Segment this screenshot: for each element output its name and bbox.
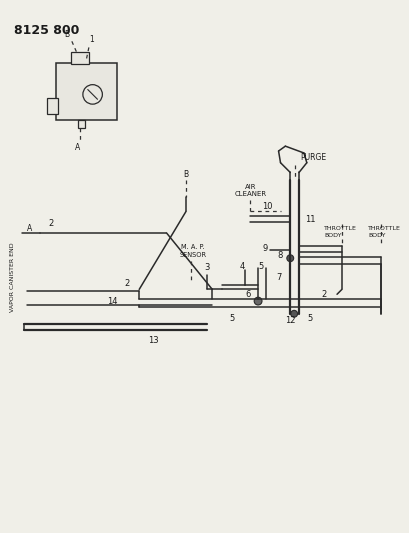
Text: 7: 7 — [275, 273, 281, 282]
Text: 2: 2 — [321, 290, 326, 299]
Text: BODY: BODY — [324, 233, 341, 238]
Text: 6: 6 — [244, 290, 249, 299]
Text: 1: 1 — [89, 35, 94, 44]
Text: 5: 5 — [229, 314, 234, 323]
Circle shape — [290, 310, 297, 317]
Bar — [77, 120, 85, 127]
Text: A: A — [27, 224, 32, 233]
Text: 14: 14 — [106, 296, 117, 305]
Text: AIR: AIR — [244, 184, 256, 190]
Text: SENSOR: SENSOR — [179, 252, 206, 259]
Text: BODY: BODY — [367, 233, 385, 238]
Text: 3: 3 — [204, 263, 209, 272]
Circle shape — [286, 255, 293, 262]
Text: 4: 4 — [238, 262, 244, 271]
Text: 5: 5 — [306, 314, 312, 323]
Text: 5: 5 — [258, 262, 263, 271]
Text: 11: 11 — [304, 215, 315, 224]
Text: 8125 800: 8125 800 — [14, 25, 80, 37]
Text: 10: 10 — [262, 203, 272, 212]
Text: 8: 8 — [276, 251, 282, 260]
Text: B: B — [183, 170, 188, 179]
Text: VAPOR CANISTER END: VAPOR CANISTER END — [10, 242, 15, 312]
Circle shape — [83, 85, 102, 104]
Bar — [56, 63, 117, 120]
Text: 13: 13 — [148, 336, 159, 344]
Circle shape — [254, 297, 261, 305]
Text: B: B — [65, 30, 70, 38]
Text: THROTTLE: THROTTLE — [324, 227, 356, 231]
Text: 2: 2 — [49, 219, 54, 228]
Text: 9: 9 — [262, 244, 267, 253]
Text: THROTTLE: THROTTLE — [367, 227, 400, 231]
Text: PURGE: PURGE — [299, 154, 325, 163]
Bar — [71, 52, 89, 64]
Text: 2: 2 — [125, 279, 130, 288]
Text: M. A. P.: M. A. P. — [180, 244, 204, 249]
Text: CLEANER: CLEANER — [234, 191, 266, 197]
Text: A: A — [75, 143, 80, 151]
Bar — [47, 99, 58, 114]
Text: 12: 12 — [284, 316, 295, 325]
